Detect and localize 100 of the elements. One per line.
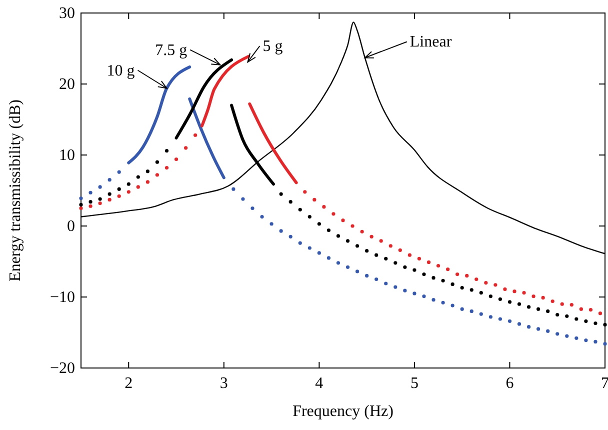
annotation: Linear	[410, 34, 452, 51]
point	[556, 332, 560, 336]
point	[579, 307, 583, 311]
point	[136, 175, 140, 179]
point	[465, 274, 469, 278]
point	[355, 244, 360, 248]
point	[498, 297, 502, 301]
point	[584, 338, 588, 342]
line-series	[230, 104, 275, 186]
point	[88, 200, 92, 204]
point	[341, 218, 345, 222]
point	[232, 187, 236, 191]
point	[479, 290, 483, 295]
point	[298, 241, 302, 245]
point	[308, 214, 312, 219]
point	[546, 329, 550, 333]
point	[108, 192, 112, 196]
point	[288, 234, 292, 238]
line-series	[188, 97, 226, 180]
point	[298, 208, 302, 212]
x-tick-label: 5	[410, 375, 418, 392]
point	[326, 256, 331, 260]
point	[422, 272, 426, 276]
x-tick-label: 2	[124, 375, 133, 392]
point	[379, 239, 383, 243]
point	[317, 222, 321, 226]
point	[326, 228, 331, 232]
point	[88, 204, 92, 208]
point	[546, 309, 550, 313]
point	[436, 264, 440, 268]
annotation: 10 g	[106, 62, 135, 80]
point	[365, 274, 369, 278]
line-series	[127, 65, 192, 164]
point	[108, 178, 112, 182]
point	[594, 340, 598, 344]
point	[536, 307, 540, 311]
x-tick-label: 3	[220, 375, 228, 392]
point	[503, 287, 507, 291]
point	[556, 312, 560, 317]
point	[456, 272, 460, 276]
point	[512, 290, 516, 294]
point	[155, 160, 160, 164]
point	[565, 314, 569, 318]
point	[394, 261, 398, 265]
point	[194, 133, 198, 137]
point	[117, 187, 121, 191]
point	[360, 230, 364, 234]
point	[279, 229, 283, 233]
point	[322, 205, 326, 209]
point	[174, 157, 178, 162]
point	[384, 282, 388, 286]
point	[117, 194, 121, 198]
point	[450, 304, 454, 308]
point	[126, 190, 130, 194]
point	[441, 300, 445, 304]
x-tick-label: 4	[315, 375, 324, 392]
point	[250, 206, 254, 210]
y-tick-label: 20	[59, 76, 75, 93]
point	[526, 305, 531, 309]
point	[350, 224, 354, 228]
point	[303, 190, 307, 194]
point	[146, 170, 150, 174]
point	[412, 292, 416, 296]
point	[565, 334, 569, 338]
point	[117, 170, 121, 174]
point	[488, 294, 492, 298]
point	[450, 282, 454, 286]
point	[403, 265, 407, 269]
point	[508, 300, 512, 304]
point	[98, 201, 102, 206]
annotation: 5 g	[262, 38, 283, 55]
point	[288, 200, 292, 204]
point	[388, 244, 392, 248]
point	[460, 307, 464, 311]
line-series	[200, 54, 250, 128]
point	[603, 322, 607, 326]
point	[346, 265, 350, 269]
point	[394, 285, 398, 289]
point	[574, 317, 578, 321]
point	[484, 281, 488, 285]
point	[374, 253, 378, 257]
point	[164, 166, 169, 170]
point	[470, 309, 474, 313]
point	[517, 302, 522, 306]
point	[336, 234, 340, 238]
point	[98, 185, 102, 189]
point	[441, 278, 445, 282]
point	[432, 298, 436, 302]
point	[532, 294, 536, 298]
y-tick-label: 0	[67, 218, 75, 235]
point	[474, 277, 478, 282]
point	[374, 277, 378, 282]
point	[184, 146, 188, 150]
point	[346, 239, 350, 243]
point	[498, 317, 502, 321]
point	[365, 249, 369, 253]
point	[550, 299, 554, 304]
point	[370, 234, 374, 238]
point	[146, 180, 150, 184]
y-tick-label: 30	[59, 5, 75, 22]
